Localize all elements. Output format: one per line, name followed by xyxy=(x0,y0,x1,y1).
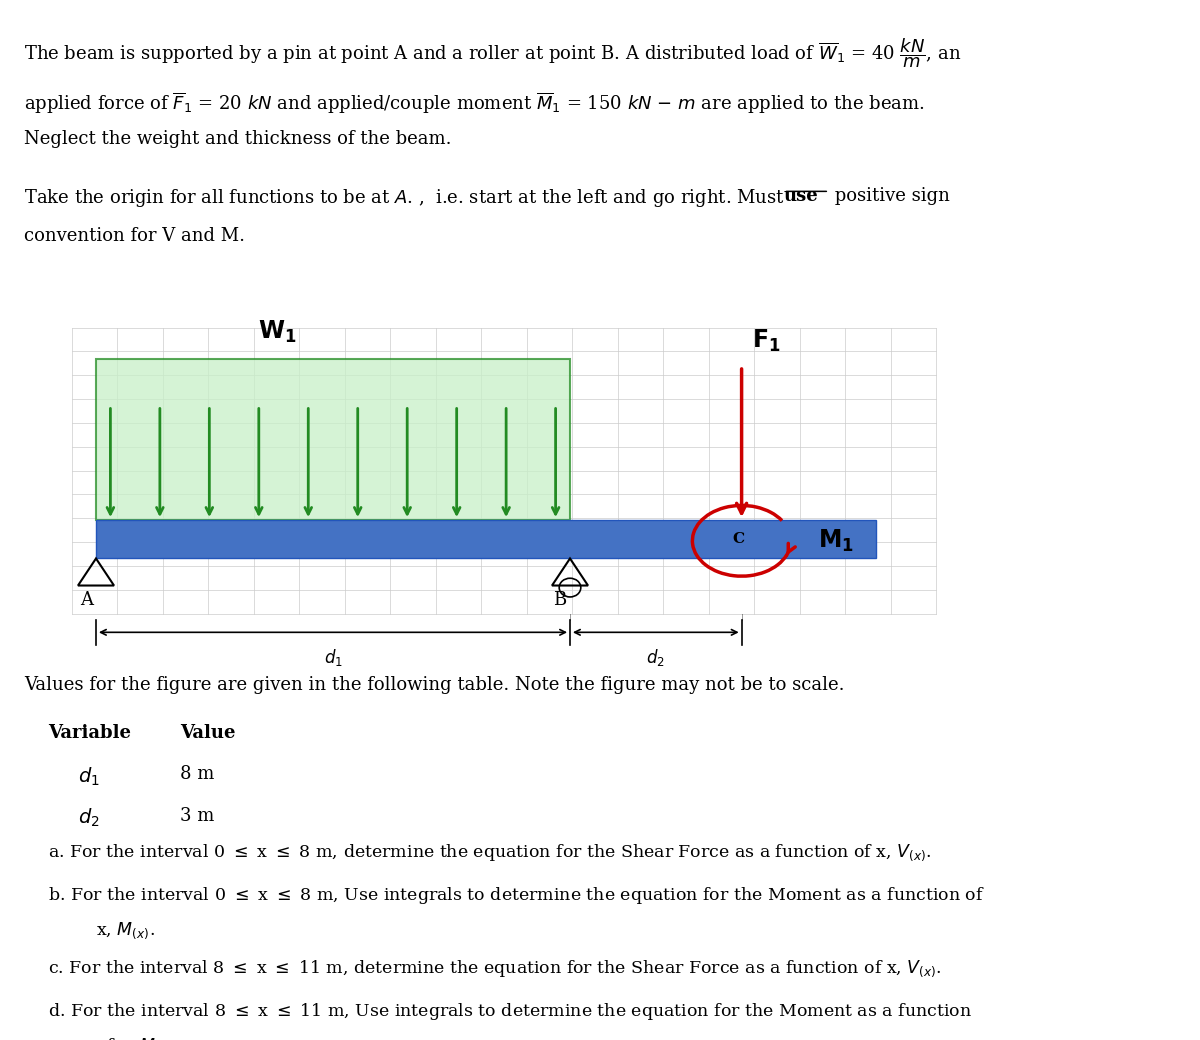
Text: convention for V and M.: convention for V and M. xyxy=(24,227,245,244)
Text: x, $M_{(x)}$.: x, $M_{(x)}$. xyxy=(96,920,155,940)
Text: $d_1$: $d_1$ xyxy=(324,647,342,668)
Text: Variable: Variable xyxy=(48,724,131,742)
Bar xyxy=(96,520,876,558)
Text: 3 m: 3 m xyxy=(180,807,215,825)
Text: $d_2$: $d_2$ xyxy=(78,807,100,829)
Text: b. For the interval 0 $\leq$ x $\leq$ 8 m, Use integrals to determine the equati: b. For the interval 0 $\leq$ x $\leq$ 8 … xyxy=(48,885,985,906)
Text: applied force of $\overline{F}_1$ = 20 $kN$ and applied/couple moment $\overline: applied force of $\overline{F}_1$ = 20 $… xyxy=(24,90,925,115)
Text: $\mathbf{M_1}$: $\mathbf{M_1}$ xyxy=(818,527,854,554)
Text: of x, $M_{(x)}$.: of x, $M_{(x)}$. xyxy=(96,1036,178,1040)
Text: C: C xyxy=(732,531,744,546)
Text: a. For the interval 0 $\leq$ x $\leq$ 8 m, determine the equation for the Shear : a. For the interval 0 $\leq$ x $\leq$ 8 … xyxy=(48,842,931,863)
Text: Take the origin for all functions to be at $\mathit{A}$. ,  i.e. start at the le: Take the origin for all functions to be … xyxy=(24,187,785,209)
Text: $\mathbf{F_1}$: $\mathbf{F_1}$ xyxy=(752,328,781,354)
Text: 8 m: 8 m xyxy=(180,765,215,783)
Text: $d_2$: $d_2$ xyxy=(647,647,665,668)
Text: $d_1$: $d_1$ xyxy=(78,765,100,787)
Text: A: A xyxy=(80,591,92,608)
Text: c. For the interval 8 $\leq$ x $\leq$ 11 m, determine the equation for the Shear: c. For the interval 8 $\leq$ x $\leq$ 11… xyxy=(48,959,942,979)
Text: B: B xyxy=(552,591,566,608)
Bar xyxy=(96,359,570,520)
Text: Neglect the weight and thickness of the beam.: Neglect the weight and thickness of the … xyxy=(24,130,451,148)
Text: $\mathbf{W_1}$: $\mathbf{W_1}$ xyxy=(258,319,296,345)
Text: d. For the interval 8 $\leq$ x $\leq$ 11 m, Use integrals to determine the equat: d. For the interval 8 $\leq$ x $\leq$ 11… xyxy=(48,1002,972,1022)
Text: use: use xyxy=(784,187,818,205)
Text: Value: Value xyxy=(180,724,235,742)
Text: positive sign: positive sign xyxy=(829,187,950,205)
Text: Values for the figure are given in the following table. Note the figure may not : Values for the figure are given in the f… xyxy=(24,676,845,694)
Text: The beam is supported by a pin at point A and a roller at point B. A distributed: The beam is supported by a pin at point … xyxy=(24,36,961,70)
